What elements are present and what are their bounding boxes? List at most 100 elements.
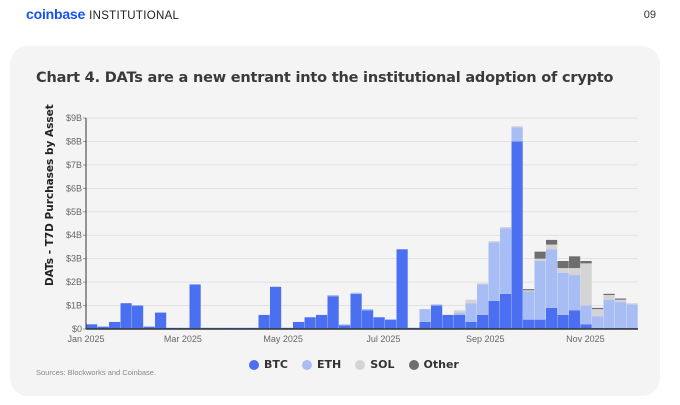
bar-eth (362, 309, 374, 311)
chart-card (10, 46, 660, 396)
x-tick-label: Nov 2025 (566, 334, 605, 344)
bar-eth (523, 291, 535, 320)
bar-btc (523, 319, 535, 329)
x-tick-label: Jul 2025 (366, 334, 400, 344)
bar-sol (603, 295, 615, 300)
bar-sol (615, 299, 627, 303)
bar-sol (523, 290, 535, 292)
x-tick-label: Jan 2025 (67, 334, 104, 344)
bar-btc (339, 325, 351, 329)
x-tick-label: May 2025 (263, 334, 303, 344)
bar-btc (580, 324, 592, 329)
bar-btc (557, 314, 569, 329)
legend-swatch-eth (301, 359, 312, 370)
bar-sol (454, 310, 466, 313)
bar-eth (419, 309, 431, 322)
bar-btc (546, 307, 558, 329)
bar-btc (327, 296, 339, 329)
legend-item-btc: BTC (249, 358, 288, 371)
bar-btc (155, 312, 167, 329)
legend-item-sol: SOL (355, 358, 395, 371)
bar-sol (465, 299, 477, 304)
bar-eth (488, 242, 500, 301)
brand: coinbase INSTITUTIONAL (26, 6, 179, 22)
bar-btc (86, 324, 98, 329)
bar-btc (477, 314, 489, 329)
bar-eth (592, 316, 604, 328)
bar-other (603, 293, 615, 296)
top-bar: coinbase INSTITUTIONAL 09 (0, 0, 680, 30)
bar-other (546, 239, 558, 245)
brand-logo: coinbase (26, 6, 86, 22)
legend-label-btc: BTC (264, 358, 288, 371)
bar-sol (477, 283, 489, 285)
bar-eth (546, 249, 558, 308)
bar-other (557, 261, 569, 269)
bar-other (523, 289, 535, 291)
bar-eth (454, 312, 466, 315)
bar-btc (465, 321, 477, 329)
bar-btc (442, 314, 454, 329)
bar-sol (546, 244, 558, 250)
page-number: 09 (643, 9, 656, 21)
bar-other (569, 256, 581, 269)
bar-btc (534, 319, 546, 329)
bar-eth (477, 284, 489, 315)
bar-btc (511, 141, 523, 329)
y-tick-label: $5B (66, 207, 82, 217)
bar-sol (557, 268, 569, 273)
bar-sol (500, 227, 512, 229)
y-tick-label: $2B (66, 277, 82, 287)
bar-eth (615, 302, 627, 328)
bar-btc (109, 321, 121, 329)
bar-btc (385, 319, 397, 329)
bar-eth (465, 303, 477, 322)
x-tick-label: Mar 2025 (164, 334, 202, 344)
chart-title: Chart 4. DATs are a new entrant into the… (36, 70, 614, 86)
legend-item-eth: ETH (301, 358, 342, 371)
bar-btc (373, 317, 385, 329)
legend-label-eth: ETH (316, 358, 342, 371)
bar-btc (454, 314, 466, 329)
bar-eth (534, 261, 546, 320)
source-note: Sources: Blockworks and Coinbase. (36, 368, 157, 377)
bar-sol (580, 263, 592, 306)
y-tick-label: $4B (66, 230, 82, 240)
bar-sol (511, 126, 523, 128)
bar-eth (569, 275, 581, 311)
bar-eth (327, 295, 339, 297)
bar-btc (97, 326, 109, 329)
y-tick-label: $1B (66, 301, 82, 311)
bar-btc (258, 314, 270, 329)
y-tick-label: $3B (66, 254, 82, 264)
bar-eth (500, 228, 512, 294)
legend-swatch-btc (249, 359, 259, 370)
bar-sol (569, 268, 581, 276)
bar-btc (316, 314, 328, 329)
bar-btc (500, 293, 512, 329)
legend-label-sol: SOL (370, 358, 395, 371)
bar-eth (580, 305, 592, 325)
bar-sol (534, 258, 546, 262)
bar-sol (626, 303, 638, 305)
bar-btc (362, 310, 374, 329)
bar-btc (488, 300, 500, 329)
bar-btc (396, 249, 408, 329)
bar-other (580, 261, 592, 264)
brand-subtitle: INSTITUTIONAL (89, 10, 180, 22)
bar-btc (143, 326, 155, 329)
y-tick-label: $7B (66, 160, 82, 170)
y-tick-label: $6B (66, 183, 82, 193)
bar-other (592, 307, 604, 310)
legend: BTC ETH SOL Other (249, 358, 459, 371)
bar-btc (293, 321, 305, 329)
bar-eth (339, 324, 351, 326)
bar-sol (488, 241, 500, 243)
bar-eth (626, 304, 638, 328)
bar-btc (189, 284, 201, 329)
bar-eth (603, 299, 615, 328)
bar-btc (120, 303, 132, 329)
bar-eth (511, 127, 523, 142)
bar-btc (431, 305, 443, 329)
